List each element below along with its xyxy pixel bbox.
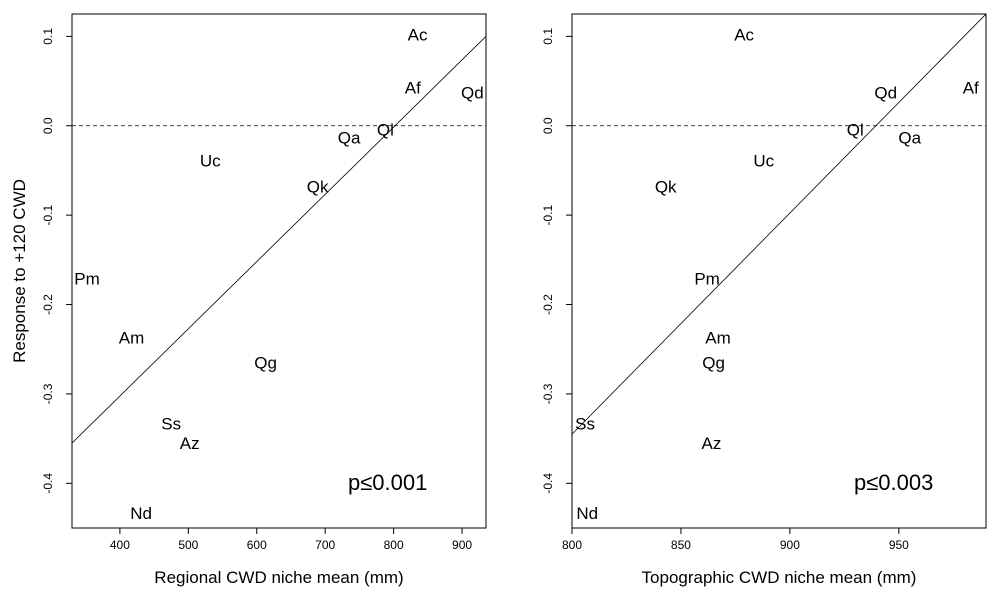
point-label-qd: Qd — [461, 84, 484, 103]
point-label-ac: Ac — [734, 26, 754, 45]
y-tick-label: -0.4 — [541, 473, 555, 494]
point-label-am: Am — [705, 329, 731, 348]
y-tick-label: -0.2 — [41, 294, 55, 315]
x-tick-label: 600 — [247, 538, 267, 552]
y-tick-label: -0.1 — [541, 204, 555, 225]
x-tick-label: 700 — [315, 538, 335, 552]
point-label-az: Az — [180, 434, 200, 453]
point-label-az: Az — [702, 434, 722, 453]
y-tick-label: -0.4 — [41, 473, 55, 494]
point-label-pm: Pm — [694, 270, 720, 289]
point-label-qk: Qk — [655, 178, 677, 197]
y-tick-label: 0.0 — [541, 117, 555, 134]
point-label-qg: Qg — [254, 354, 277, 373]
x-tick-label: 800 — [562, 538, 582, 552]
point-label-uc: Uc — [753, 152, 774, 171]
y-tick-label: 0.1 — [41, 28, 55, 45]
point-label-qg: Qg — [702, 354, 725, 373]
x-tick-label: 500 — [178, 538, 198, 552]
y-tick-label: -0.1 — [41, 204, 55, 225]
y-tick-label: -0.3 — [541, 383, 555, 404]
point-label-qk: Qk — [307, 178, 329, 197]
regression-line — [572, 14, 986, 435]
p-value-annotation: p≤0.003 — [854, 470, 933, 495]
topographic-cwd-panel: Topographic CWD niche mean (mm) p≤0.003 … — [541, 13, 987, 587]
y-tick-label: -0.3 — [41, 383, 55, 404]
point-label-ss: Ss — [161, 414, 181, 433]
plot-frame — [71, 13, 487, 529]
point-label-qd: Qd — [874, 84, 897, 103]
point-label-uc: Uc — [200, 152, 221, 171]
point-label-am: Am — [119, 329, 145, 348]
point-label-ql: Ql — [377, 120, 394, 139]
y-tick-label: 0.1 — [541, 28, 555, 45]
y-axis-title: Response to +120 CWD — [10, 179, 29, 363]
y-tick-label: -0.2 — [541, 294, 555, 315]
point-label-af: Af — [963, 78, 979, 97]
point-label-ac: Ac — [408, 26, 428, 45]
y-tick-label: 0.0 — [41, 117, 55, 134]
x-axis-title: Topographic CWD niche mean (mm) — [642, 568, 917, 587]
point-label-pm: Pm — [74, 270, 100, 289]
point-label-ss: Ss — [575, 414, 595, 433]
point-label-nd: Nd — [130, 504, 152, 523]
regional-cwd-panel: Regional CWD niche mean (mm) Response to… — [10, 13, 487, 587]
x-tick-label: 850 — [671, 538, 691, 552]
x-tick-label: 900 — [452, 538, 472, 552]
x-tick-label: 400 — [110, 538, 130, 552]
point-label-qa: Qa — [338, 128, 361, 147]
point-label-qa: Qa — [898, 128, 921, 147]
regression-line — [72, 36, 486, 444]
x-tick-label: 950 — [889, 538, 909, 552]
p-value-annotation: p≤0.001 — [348, 470, 427, 495]
x-axis-title: Regional CWD niche mean (mm) — [154, 568, 403, 587]
point-label-nd: Nd — [576, 504, 598, 523]
point-label-ql: Ql — [847, 120, 864, 139]
point-label-af: Af — [405, 78, 421, 97]
plot-frame — [571, 13, 987, 529]
x-tick-label: 900 — [780, 538, 800, 552]
x-tick-label: 800 — [384, 538, 404, 552]
